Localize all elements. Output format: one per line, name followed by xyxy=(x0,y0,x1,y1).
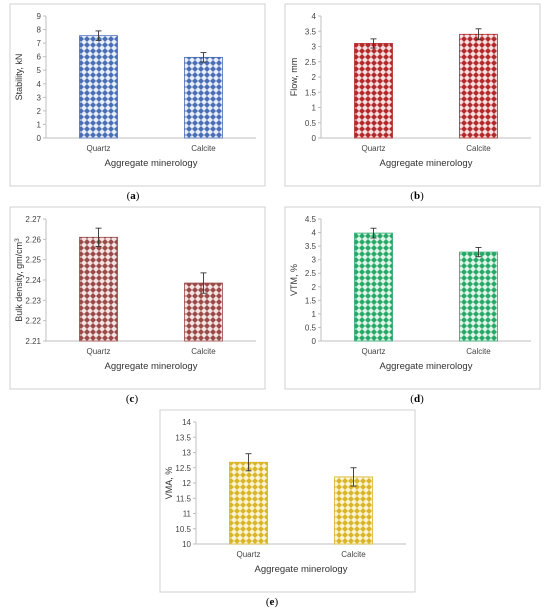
y-tick-label: 6 xyxy=(37,53,42,62)
y-axis-title: Flow, mm xyxy=(289,58,299,97)
y-tick-label: 4 xyxy=(37,80,42,89)
y-tick-label: 4 xyxy=(312,229,317,238)
y-tick-label: 12 xyxy=(182,479,191,488)
bar-calcite xyxy=(334,476,373,545)
x-tick-label-quartz: Quartz xyxy=(361,144,385,153)
error-bar-quartz xyxy=(95,227,102,247)
panel-caption-c: (c) xyxy=(125,393,139,405)
chart-panel-a: 0 1 2 3 4 5 6 7 8 9 Quartz Calcite Aggregate minerol… xyxy=(0,0,275,205)
x-tick-label-quartz: Quartz xyxy=(236,550,260,559)
y-tick-label: 0 xyxy=(37,134,42,143)
y-tick-label: 13 xyxy=(182,449,191,458)
y-tick-label: 2.26 xyxy=(25,235,41,244)
y-tick-label: 10 xyxy=(182,540,191,549)
x-tick-label-quartz: Quartz xyxy=(86,347,110,356)
y-tick-label: 13.5 xyxy=(175,433,191,442)
y-tick-label: 2.5 xyxy=(305,269,317,278)
y-axis-title: VTM, % xyxy=(289,264,299,296)
x-axis-title: Aggregate minerology xyxy=(105,361,198,372)
y-tick-label: 2.21 xyxy=(25,337,41,346)
y-tick-label: 1 xyxy=(312,104,317,113)
y-tick-label: 1.5 xyxy=(305,88,317,97)
y-tick-label: 0.5 xyxy=(305,323,317,332)
y-tick-label: 2.27 xyxy=(25,215,41,224)
bar-quartz xyxy=(229,461,268,545)
y-tick-label: 3 xyxy=(312,43,317,52)
bar-quartz xyxy=(354,232,393,342)
x-tick-label-calcite: Calcite xyxy=(191,144,216,153)
y-tick-label: 1.5 xyxy=(305,296,317,305)
bar-calcite xyxy=(459,251,498,342)
y-tick-label: 10.5 xyxy=(175,525,191,534)
panel-caption-e: (e) xyxy=(265,596,279,608)
y-tick-label: 11 xyxy=(183,510,192,519)
y-tick-label: 0 xyxy=(312,134,317,143)
x-axis-title: Aggregate minerology xyxy=(380,361,473,372)
panel-caption-b: (b) xyxy=(410,190,424,202)
y-tick-label: 1 xyxy=(312,310,317,319)
x-axis-title: Aggregate minerology xyxy=(255,564,348,575)
y-axis-title: VMA, % xyxy=(164,467,174,500)
y-tick-label: 4 xyxy=(312,12,317,21)
y-tick-label: 4.5 xyxy=(305,215,317,224)
y-axis-title: Stability, kN xyxy=(14,54,24,101)
error-bar-calcite xyxy=(350,467,357,487)
bar-quartz xyxy=(354,43,393,139)
y-tick-label: 0.5 xyxy=(305,119,317,128)
y-tick-label: 12.5 xyxy=(175,464,191,473)
y-tick-label: 5 xyxy=(37,66,42,75)
y-tick-label: 9 xyxy=(37,12,42,21)
vma-chart: 10 10.5 11 11.5 12 12.5 13 13.5 14 Quartz Calcite A… xyxy=(159,409,416,593)
chart-panel-d: 0 0.5 1 1.5 2 2.5 3 3.5 4 4.5 Quartz Calcite Aggrega… xyxy=(275,203,550,408)
bar-quartz xyxy=(79,236,118,342)
y-tick-label: 2.24 xyxy=(25,276,41,285)
y-tick-label: 3 xyxy=(312,256,317,265)
y-tick-label: 0 xyxy=(312,337,317,346)
error-bar-quartz xyxy=(370,227,377,239)
y-tick-label: 2.22 xyxy=(25,317,41,326)
y-tick-label: 2.23 xyxy=(25,296,41,305)
flow-chart: 0 0.5 1 1.5 2 2.5 3 3.5 4 Quartz Calcite Aggregate … xyxy=(284,3,541,187)
x-tick-label-calcite: Calcite xyxy=(466,347,491,356)
error-bar-calcite xyxy=(475,28,482,41)
error-bar-calcite xyxy=(475,247,482,258)
y-tick-label: 2 xyxy=(37,107,42,116)
error-bar-calcite xyxy=(200,52,207,63)
y-tick-label: 3.5 xyxy=(305,27,317,36)
y-tick-label: 2 xyxy=(312,73,317,82)
chart-panel-e: 10 10.5 11 11.5 12 12.5 13 13.5 14 Quartz Calcite A… xyxy=(150,406,425,611)
x-tick-label-calcite: Calcite xyxy=(341,550,366,559)
vtm-chart: 0 0.5 1 1.5 2 2.5 3 3.5 4 4.5 Quartz Calcite Aggrega… xyxy=(284,206,541,390)
bar-calcite xyxy=(184,56,223,139)
chart-panel-c: 2.21 2.22 2.23 2.24 2.25 2.26 2.27 Quartz Calcit… xyxy=(0,203,275,408)
y-tick-label: 2.5 xyxy=(305,58,317,67)
y-tick-label: 7 xyxy=(37,39,42,48)
panel-caption-d: (d) xyxy=(410,393,424,405)
error-bar-quartz xyxy=(370,38,377,49)
x-axis-title: Aggregate minerology xyxy=(380,158,473,169)
x-tick-label-calcite: Calcite xyxy=(191,347,216,356)
panel-caption-a: (a) xyxy=(126,190,140,202)
error-bar-quartz xyxy=(245,453,252,472)
y-tick-label: 2.25 xyxy=(25,256,41,265)
x-tick-label-quartz: Quartz xyxy=(361,347,385,356)
y-tick-label: 8 xyxy=(37,26,42,35)
y-tick-label: 3.5 xyxy=(305,242,317,251)
y-tick-label: 1 xyxy=(37,120,42,129)
y-tick-label: 3 xyxy=(37,93,42,102)
bar-calcite xyxy=(459,33,498,139)
x-tick-label-calcite: Calcite xyxy=(466,144,491,153)
stability-chart: 0 1 2 3 4 5 6 7 8 9 Quartz Calcite Aggregate minerol… xyxy=(9,3,266,187)
y-tick-label: 14 xyxy=(182,418,191,427)
y-tick-label: 11.5 xyxy=(176,494,192,503)
bar-quartz xyxy=(79,35,118,139)
bulk-density-chart: 2.21 2.22 2.23 2.24 2.25 2.26 2.27 Quartz Calcit… xyxy=(9,206,266,390)
error-bar-quartz xyxy=(95,30,102,41)
x-tick-label-quartz: Quartz xyxy=(86,144,110,153)
y-tick-label: 2 xyxy=(312,283,317,292)
error-bar-calcite xyxy=(200,272,207,294)
y-axis-title: Bulk density, gm/cm3 xyxy=(14,238,25,322)
x-axis-title: Aggregate minerology xyxy=(105,158,198,169)
chart-panel-b: 0 0.5 1 1.5 2 2.5 3 3.5 4 Quartz Calcite Aggregate … xyxy=(275,0,550,205)
